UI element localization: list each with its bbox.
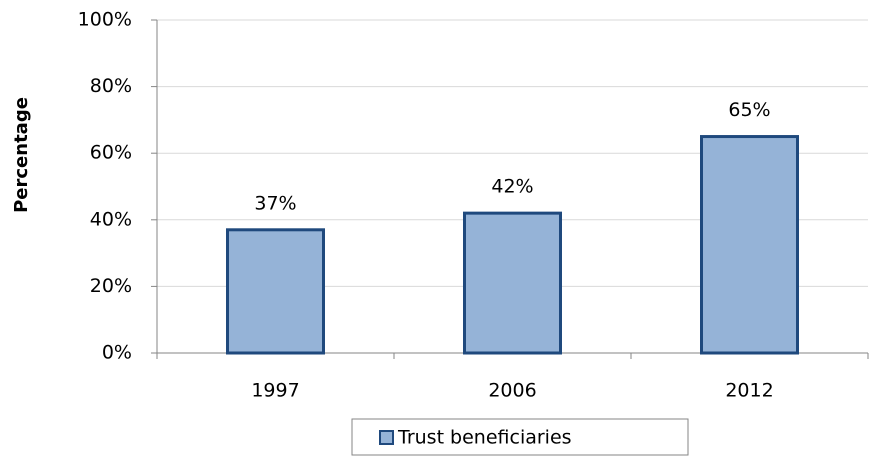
bar <box>463 211 562 355</box>
y-tick-label: 100% <box>78 9 132 31</box>
value-label: 37% <box>254 192 296 214</box>
y-tick-label: 40% <box>90 208 132 230</box>
x-tick-label: 2012 <box>725 380 773 402</box>
x-tick-label: 1997 <box>251 380 299 402</box>
bar <box>226 228 325 355</box>
value-label: 65% <box>728 99 770 121</box>
x-tick-label: 2006 <box>488 380 536 402</box>
y-axis-label: Percentage <box>11 97 32 213</box>
legend-label: Trust beneficiaries <box>397 427 572 449</box>
value-label: 42% <box>491 176 533 198</box>
legend-box <box>351 418 689 456</box>
y-tick-label: 20% <box>90 275 132 297</box>
legend-swatch <box>379 430 394 445</box>
y-tick-label: 80% <box>90 75 132 97</box>
y-tick-label: 0% <box>102 342 132 364</box>
bar <box>700 135 799 355</box>
y-tick-label: 60% <box>90 142 132 164</box>
